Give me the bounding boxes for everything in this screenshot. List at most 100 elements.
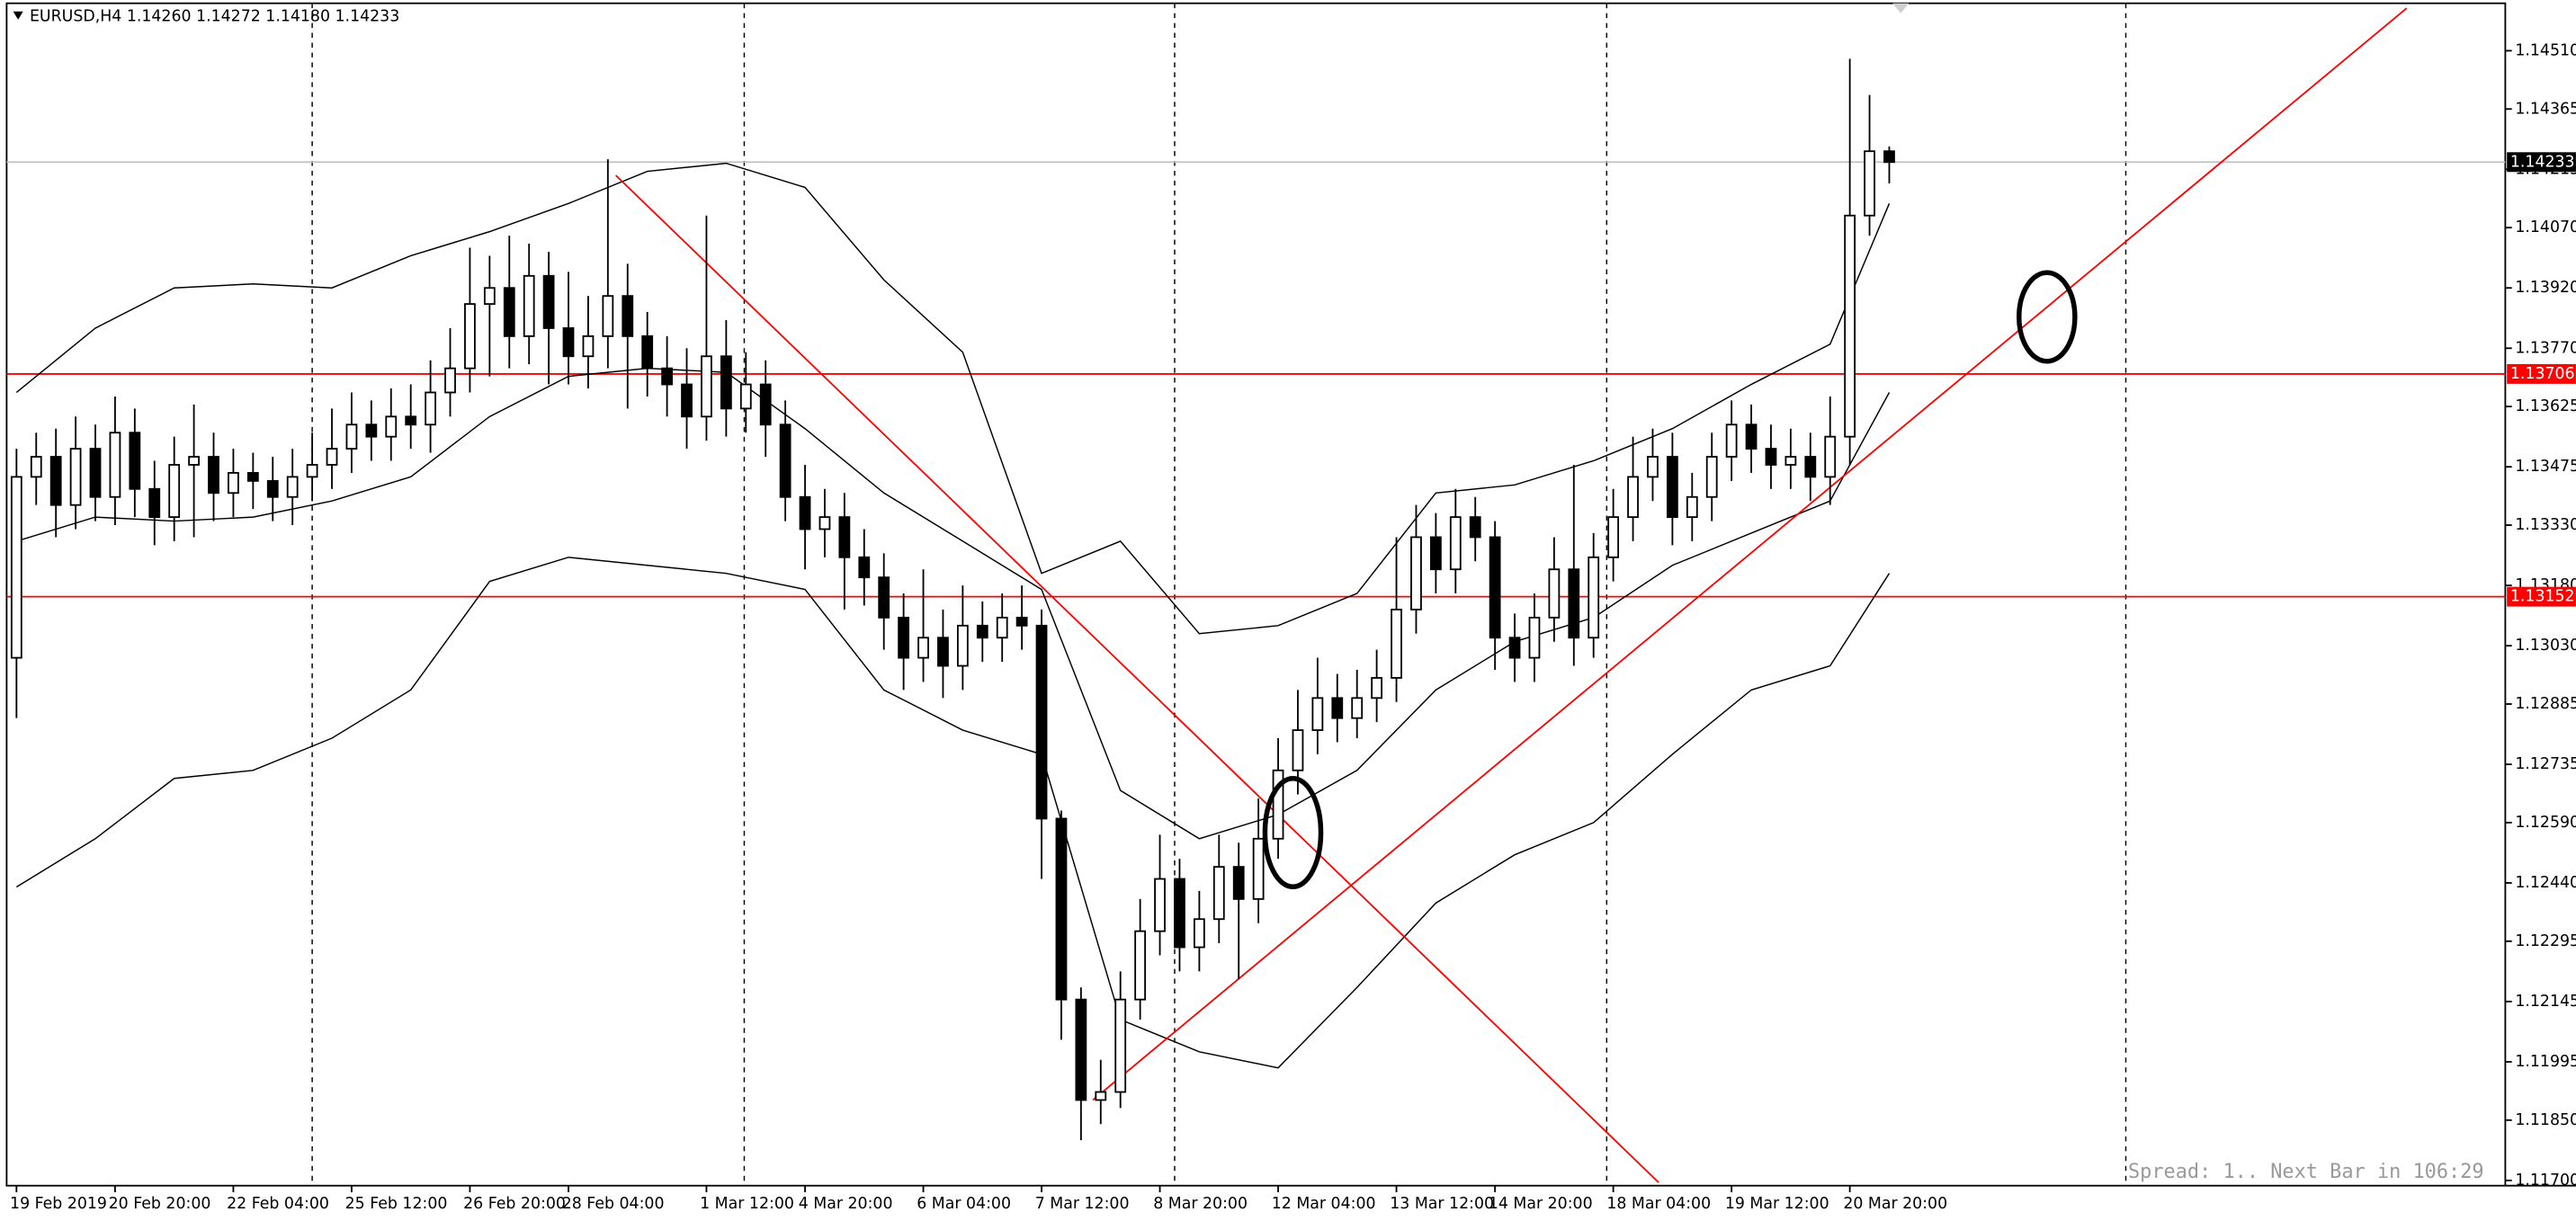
ellipse-annotation <box>1262 775 1324 890</box>
candle-body <box>483 287 496 306</box>
candle-body <box>365 423 378 438</box>
candle-body <box>1232 866 1245 900</box>
candle-body <box>208 456 219 495</box>
candle-body <box>996 616 1008 639</box>
candle-body <box>858 556 871 579</box>
candle-body <box>1429 536 1442 571</box>
candle-body <box>1193 918 1205 949</box>
y-tick-label: 1.14070 <box>2515 218 2576 236</box>
x-tick-label: 19 Mar 12:00 <box>1725 1195 1829 1213</box>
candle-body <box>956 624 969 667</box>
y-tick-label: 1.12145 <box>2515 993 2576 1011</box>
candle-body <box>503 287 515 337</box>
y-tick-label: 1.12440 <box>2515 874 2576 892</box>
candle-body <box>444 367 456 394</box>
candle-body <box>898 616 910 659</box>
candle-body <box>1371 677 1383 700</box>
candle-body <box>1784 456 1797 466</box>
x-tick-label: 6 Mar 04:00 <box>917 1195 1011 1213</box>
x-tick-label: 25 Feb 12:00 <box>345 1195 448 1213</box>
candle-body <box>464 303 476 370</box>
candle-body <box>681 383 693 418</box>
candle-body <box>661 367 673 386</box>
chart-title: EURUSD,H4 1.14260 1.14272 1.14180 1.1423… <box>30 7 399 25</box>
candle-body <box>1174 878 1185 949</box>
x-tick-label: 20 Feb 20:00 <box>109 1195 211 1213</box>
candle-body <box>1055 817 1068 1001</box>
x-tick-label: 28 Feb 04:00 <box>562 1195 665 1213</box>
y-tick-label: 1.13920 <box>2515 279 2576 297</box>
candle-body <box>1154 878 1166 932</box>
bollinger-upper <box>15 162 1891 635</box>
status-text: Spread: 1.. Next Bar in 106:29 <box>2128 1161 2484 1183</box>
candle-body <box>266 479 279 498</box>
candle-body <box>1134 930 1147 1001</box>
candle-body <box>1410 536 1422 611</box>
candle-body <box>1844 214 1856 438</box>
candle-body <box>1627 476 1639 519</box>
candle-body <box>405 415 417 426</box>
candle-body <box>1469 516 1481 539</box>
y-tick-label: 1.12590 <box>2515 814 2576 832</box>
x-tick-label: 12 Mar 04:00 <box>1272 1195 1376 1213</box>
candle-body <box>1548 568 1561 619</box>
candle-body <box>838 516 851 558</box>
candle-body <box>917 637 929 659</box>
candle-body <box>523 274 535 337</box>
candle-body <box>1272 769 1284 840</box>
x-tick-label: 19 Feb 2019 <box>10 1195 107 1213</box>
price-label: 1.13706 <box>2510 365 2575 383</box>
candle-body <box>188 456 200 466</box>
shift-marker <box>1892 3 1910 13</box>
price-label-bg <box>2507 152 2576 173</box>
y-tick-label: 1.13770 <box>2515 339 2576 357</box>
candle-body <box>1607 516 1620 558</box>
trend-line <box>1092 7 2408 1101</box>
price-label: 1.14233 <box>2510 153 2575 171</box>
y-tick-label: 1.11700 <box>2515 1172 2576 1190</box>
candle-body <box>168 464 181 519</box>
candle-body <box>1864 150 1875 217</box>
candle-body <box>129 432 141 490</box>
candle-body <box>818 516 831 530</box>
candle-body <box>1647 456 1659 478</box>
menu-triangle[interactable] <box>13 11 23 20</box>
candle-body <box>1391 609 1402 679</box>
candle-body <box>1508 637 1521 659</box>
candle-body <box>49 456 62 506</box>
ellipse-annotation <box>2017 270 2078 364</box>
candle-body <box>1489 536 1501 639</box>
candle-body <box>109 432 121 498</box>
y-tick-label: 1.12295 <box>2515 932 2576 950</box>
candle-body <box>602 295 614 337</box>
candle-body <box>1311 697 1324 731</box>
candle-body <box>10 476 22 659</box>
candle-body <box>542 274 555 329</box>
candle-body <box>1075 998 1087 1101</box>
candle-body <box>1824 435 1837 478</box>
candle-body <box>1449 516 1462 571</box>
y-tick-label: 1.14510 <box>2515 41 2576 59</box>
candle-body <box>622 295 634 337</box>
candle-body <box>1351 697 1364 719</box>
y-tick-label: 1.13475 <box>2515 458 2576 476</box>
candle-body <box>976 624 988 639</box>
bollinger-lower <box>15 557 1891 1069</box>
candle-body <box>1666 456 1678 519</box>
candle-body <box>1725 423 1738 458</box>
candle-body <box>701 355 712 418</box>
y-tick-label: 1.12735 <box>2515 755 2576 773</box>
plot-frame <box>5 2 2507 1187</box>
candle-body <box>1686 495 1698 519</box>
candle-body <box>1212 866 1225 921</box>
period-separators <box>311 3 2127 1186</box>
candle-body <box>1095 1091 1107 1101</box>
y-tick-label: 1.11850 <box>2515 1111 2576 1129</box>
candle-body <box>582 334 595 358</box>
candle-body <box>228 471 239 495</box>
candle-body <box>69 448 82 506</box>
candle-body <box>1015 616 1028 627</box>
candle-body <box>89 448 102 498</box>
candle-body <box>779 423 792 498</box>
